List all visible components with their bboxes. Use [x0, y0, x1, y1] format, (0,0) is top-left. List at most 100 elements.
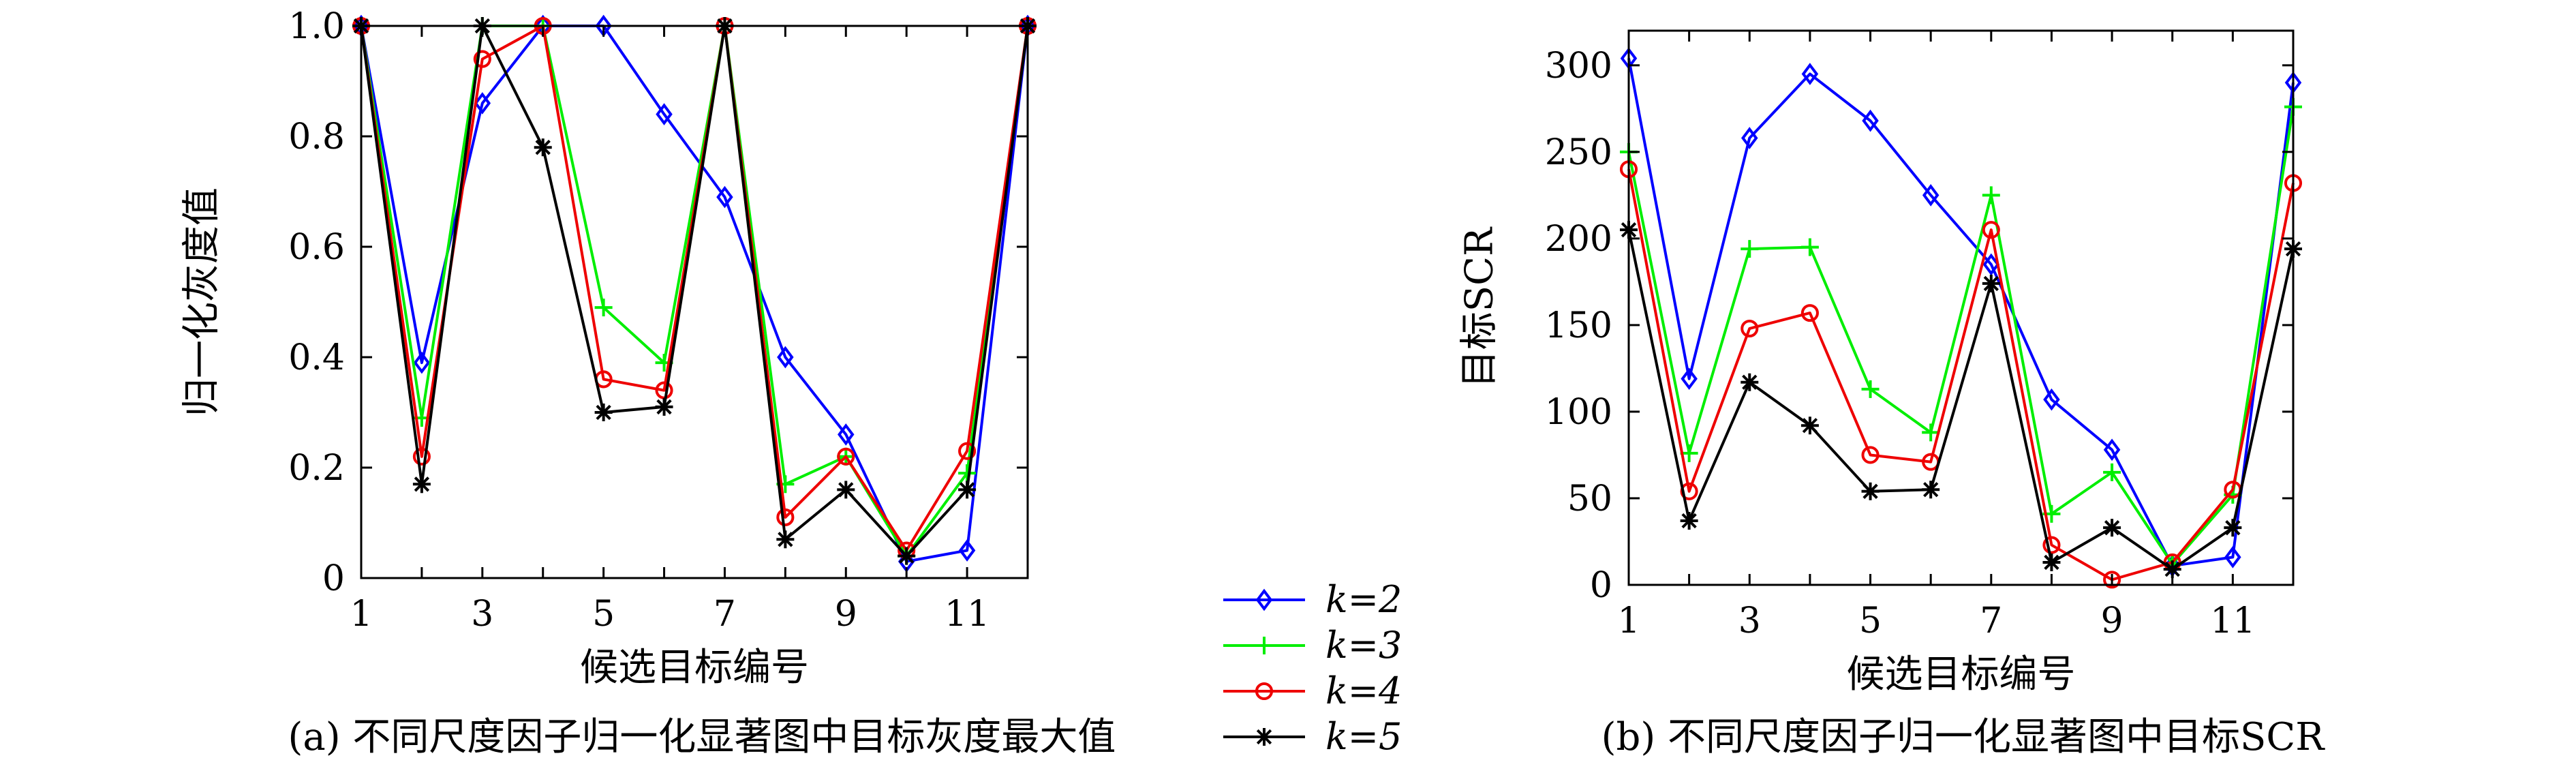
panel-b-point-k=5-8: [2042, 553, 2061, 571]
panel-a-x-axis-label: 候选目标编号: [580, 646, 809, 690]
panel-b-series-line-k=5: [1627, 229, 2295, 571]
panel-a-point-k=4-6: [655, 381, 673, 399]
panel-b-point-k=5-2: [1680, 511, 1698, 530]
panel-b-caption: (b) 不同尺度因子归一化显著图中目标SCR: [1601, 715, 2326, 759]
panel-a-point-k=4-8: [776, 508, 795, 526]
panel-a-chart: 1 3 5 7 9 11 0 0.2 0.4 0.6 0.8 1.0 候选目标编号 归一化灰度值 (a…: [180, 6, 1116, 759]
panel-b-y-tick-label: 100: [1545, 392, 1612, 433]
panel-b-x-axis-label: 候选目标编号: [1847, 652, 2076, 697]
panel-b-y-tick-label: 200: [1545, 219, 1612, 260]
panel-b-point-k=2-2: [1681, 367, 1698, 390]
panel-a-y-tick-label: 0: [322, 558, 345, 599]
legend-entry-k=2: k=2: [1223, 578, 1402, 621]
panel-b-point-k=5-9: [2103, 519, 2121, 537]
panel-a-point-k=4-2: [412, 447, 431, 466]
legend-swatch-marker: [1255, 637, 1273, 654]
legend: k=2k=3k=4k=5: [1223, 578, 1402, 758]
panel-b-point-k=3-3: [1741, 240, 1759, 258]
panel-b-axes: 1 3 5 7 9 11 0 50 100 150 200 250 300: [1545, 31, 2295, 641]
panel-a-point-k=5-9: [837, 481, 855, 499]
panel-a-y-tick-label: 0.6: [288, 227, 345, 268]
panel-b-chart: 1 3 5 7 9 11 0 50 100 150 200 250 300 候选目标编号 目标SCR (…: [1458, 29, 2326, 759]
panel-a-y-tick-label: 1.0: [288, 6, 345, 47]
panel-b-x-tick-label: 3: [1738, 601, 1761, 641]
panel-a-x-tick-label: 7: [714, 594, 736, 635]
panel-a-y-axis-label: 归一化灰度值: [180, 187, 224, 416]
panel-b-point-k=3-5: [1861, 380, 1880, 398]
panel-a-y-tick-label: 0.4: [288, 337, 345, 378]
panel-a-point-k=2-3: [474, 92, 491, 115]
legend-label: k=4: [1325, 669, 1402, 712]
panel-b-series-line-k=3: [1627, 106, 2295, 566]
panel-b-point-k=5-4: [1800, 416, 1819, 435]
panel-b-point-k=2-9: [2103, 438, 2121, 461]
panel-b-point-k=2-11: [2224, 546, 2241, 569]
panel-b-series-line-k=4: [1627, 168, 2295, 581]
panel-a-point-k=5-10: [898, 547, 916, 565]
panel-a-point-k=4-11: [958, 442, 977, 460]
legend-swatch-marker: [1255, 588, 1273, 611]
panel-b-y-tick-label: 150: [1545, 305, 1612, 346]
panel-a-series-line-k=2: [360, 25, 1029, 563]
panel-b-point-k=4-2: [1680, 482, 1698, 500]
panel-b-point-k=2-8: [2043, 388, 2060, 411]
panel-b-series: [1619, 47, 2303, 589]
panel-b-point-k=3-4: [1800, 238, 1819, 256]
panel-b-y-tick-label: 250: [1545, 132, 1612, 173]
panel-a-point-k=5-6: [655, 397, 673, 416]
panel-b-x-tick-label: 7: [1980, 601, 2002, 641]
panel-a-point-k=4-3: [473, 50, 491, 68]
legend-swatch-marker: [1255, 682, 1274, 701]
legend-label: k=2: [1325, 578, 1402, 621]
panel-b-point-k=4-9: [2103, 571, 2121, 589]
panel-a-point-k=2-7: [716, 185, 733, 209]
panel-a-y-tick-label: 0.2: [288, 448, 345, 489]
panel-b-point-k=2-4: [1801, 63, 1819, 85]
panel-b-point-k=3-9: [2103, 463, 2121, 481]
panel-a-point-k=5-11: [958, 481, 977, 499]
panel-a-x-tick-label: 3: [471, 594, 493, 635]
panel-b-point-k=4-4: [1800, 304, 1819, 322]
panel-a-point-k=2-8: [777, 346, 794, 369]
legend-entry-k=4: k=4: [1223, 669, 1402, 712]
panel-a-point-k=4-9: [837, 447, 855, 466]
panel-b-point-k=2-3: [1741, 127, 1758, 149]
panel-b-point-k=5-6: [1922, 481, 1940, 499]
panel-a-series-line-k=4: [360, 25, 1029, 552]
panel-a-series-line-k=5: [360, 25, 1029, 558]
panel-b-point-k=2-5: [1862, 109, 1879, 132]
panel-b-point-k=3-6: [1922, 423, 1940, 442]
panel-b-point-k=5-3: [1741, 373, 1759, 391]
legend-swatch-marker: [1255, 728, 1273, 746]
panel-b-point-k=4-7: [1982, 221, 2000, 239]
panel-a-series: [352, 14, 1037, 573]
panel-b-point-k=5-5: [1861, 482, 1880, 500]
panel-a-x-tick-label: 11: [945, 594, 990, 635]
panel-a-series-line-k=3: [360, 25, 1029, 558]
panel-a-x-tick-label: 5: [592, 594, 615, 635]
panel-b-point-k=4-3: [1741, 319, 1759, 338]
panel-b-point-k=4-8: [2042, 536, 2061, 554]
panel-a-plot-frame: [360, 25, 1029, 579]
panel-b-series-line-k=2: [1627, 58, 2295, 568]
panel-b-point-k=3-7: [1982, 186, 2000, 204]
panel-a-point-k=5-2: [412, 475, 431, 494]
panel-a-point-k=5-8: [776, 530, 795, 549]
panel-b-x-tick-label: 5: [1859, 601, 1882, 641]
legend-label: k=5: [1325, 715, 1402, 758]
panel-b-point-k=5-11: [2224, 519, 2242, 537]
legend-entry-k=5: k=5: [1223, 715, 1402, 758]
panel-b-y-axis-label: 目标SCR: [1458, 226, 1502, 388]
panel-a-point-k=3-5: [594, 299, 613, 317]
panel-b-x-tick-label: 9: [2101, 601, 2123, 641]
panel-a-y-tick-label: 0.8: [288, 117, 345, 157]
legend-label: k=3: [1325, 624, 1402, 667]
panel-a-point-k=5-5: [594, 404, 613, 421]
panel-b-y-tick-label: 50: [1567, 479, 1612, 519]
panel-a-point-k=2-11: [958, 539, 976, 562]
panel-b-x-tick-label: 11: [2210, 601, 2255, 641]
panel-b-point-k=4-5: [1861, 446, 1880, 464]
panel-b-x-tick-label: 1: [1617, 601, 1640, 641]
panel-a-point-k=2-2: [413, 351, 431, 374]
